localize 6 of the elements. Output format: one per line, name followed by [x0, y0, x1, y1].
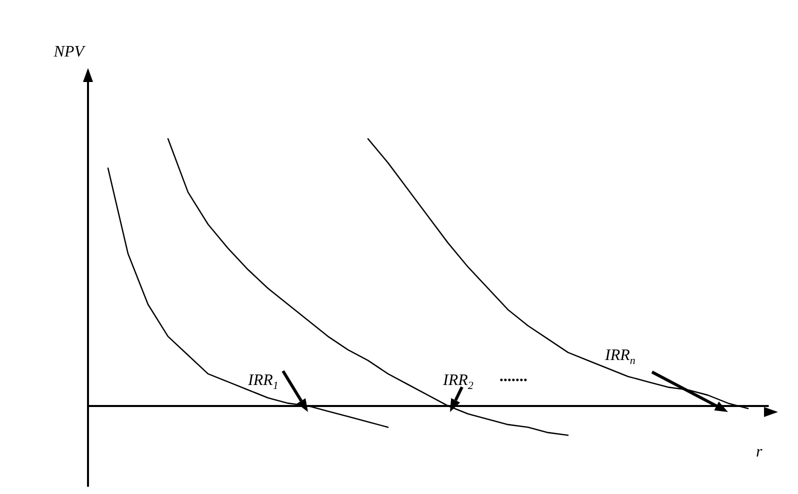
- annotation: .......: [500, 368, 528, 386]
- x-axis-title: r: [756, 443, 763, 460]
- annotation: IRR$_{1}$: [248, 372, 278, 392]
- annotation: IRR$_{2}$: [443, 372, 474, 392]
- annotation: IRR$_{n}$: [605, 347, 636, 368]
- y-axis-title: NPV: [52, 44, 86, 60]
